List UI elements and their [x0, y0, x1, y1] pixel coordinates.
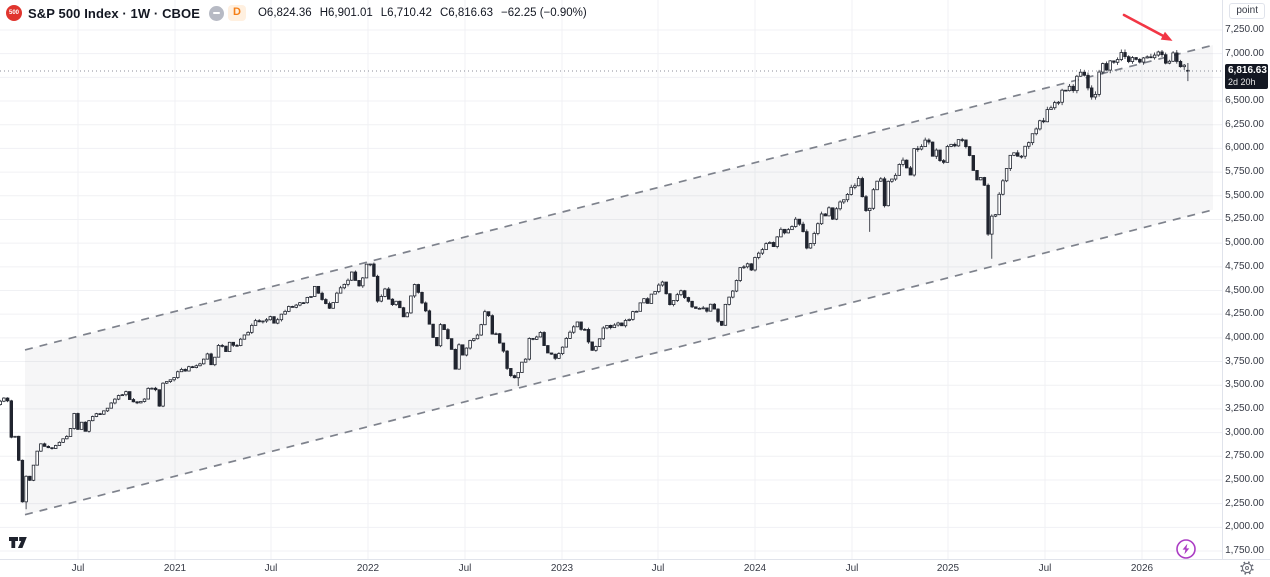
price-tick-label: 6,000.00 — [1225, 142, 1264, 154]
price-tick-label: 5,250.00 — [1225, 213, 1264, 225]
low-value: L6,710.42 — [380, 7, 432, 19]
price-tick-label: 2,500.00 — [1225, 473, 1264, 485]
current-price-label: 6,816.63 2d 20h — [1225, 63, 1268, 89]
time-axis-border — [0, 559, 1270, 560]
price-tick-label: 5,750.00 — [1225, 166, 1264, 178]
annotation-arrow[interactable] — [1122, 13, 1173, 41]
delayed-data-badge[interactable]: D — [228, 5, 246, 21]
time-tick-label: Jul — [71, 563, 85, 574]
price-axis-border — [1222, 0, 1223, 559]
time-tick-label: 2025 — [936, 563, 960, 574]
price-tick-label: 6,500.00 — [1225, 95, 1264, 107]
market-status-icon[interactable] — [209, 5, 225, 21]
price-tick-label: 5,500.00 — [1225, 189, 1264, 201]
trend-channel[interactable] — [24, 44, 1214, 516]
price-tick-label: 6,250.00 — [1225, 118, 1264, 130]
current-price-value: 6,816.63 — [1228, 64, 1267, 76]
price-tick-label: 4,500.00 — [1225, 284, 1264, 296]
price-tick-label: 2,750.00 — [1225, 450, 1264, 462]
close-value: C6,816.63 — [439, 7, 494, 19]
candles — [0, 49, 1190, 510]
symbol-title[interactable]: S&P 500 Index · 1W · CBOE — [28, 5, 201, 21]
time-tick-label: 2023 — [550, 563, 574, 574]
price-tick-label: 3,500.00 — [1225, 379, 1264, 391]
price-tick-label: 3,750.00 — [1225, 355, 1264, 367]
price-tick-label: 4,250.00 — [1225, 308, 1264, 320]
price-tick-label: 7,250.00 — [1225, 24, 1264, 35]
grid — [0, 0, 1222, 559]
time-tick-label: 2026 — [1130, 563, 1154, 574]
time-tick-label: Jul — [1038, 563, 1052, 574]
time-tick-label: Jul — [458, 563, 472, 574]
time-axis[interactable]: Jul 2021 Jul 2022 Jul 2023 Jul 2024 Jul 2025 Jul 20… — [0, 560, 1270, 577]
price-unit-label: point — [1229, 3, 1265, 19]
time-tick-label: Jul — [651, 563, 665, 574]
time-tick-label: 2021 — [163, 563, 187, 574]
ohlc-values: O6,824.36 H6,901.01 L6,710.42 C6,816.63 … — [258, 7, 587, 19]
price-tick-label: 4,750.00 — [1225, 260, 1264, 272]
price-tick-label: 7,000.00 — [1225, 47, 1264, 59]
time-tick-label: Jul — [264, 563, 278, 574]
bar-countdown: 2d 20h — [1228, 76, 1256, 87]
time-tick-label: Jul — [845, 563, 859, 574]
lightning-icon — [1176, 539, 1196, 559]
price-tick-label: 3,250.00 — [1225, 402, 1264, 414]
symbol-logo[interactable]: 500 — [6, 5, 22, 21]
price-tick-label: 5,000.00 — [1225, 237, 1264, 249]
price-tick-label: 1,750.00 — [1225, 545, 1264, 556]
gear-icon — [1240, 561, 1254, 575]
price-axis[interactable]: point 6,816.63 2d 20h 7,250.00 7,000.00 6,… — [1223, 0, 1270, 559]
minus-icon — [213, 12, 221, 14]
symbol-legend: 500 S&P 500 Index · 1W · CBOE D O6,824.3… — [6, 3, 587, 23]
price-tick-label: 2,250.00 — [1225, 497, 1264, 509]
time-tick-label: 2022 — [356, 563, 380, 574]
price-tick-label: 4,000.00 — [1225, 331, 1264, 343]
time-tick-label: 2024 — [743, 563, 767, 574]
change-value: −62.25 (−0.90%) — [501, 7, 587, 19]
price-tick-label: 2,000.00 — [1225, 521, 1264, 533]
high-value: H6,901.01 — [319, 7, 373, 19]
open-value: O6,824.36 — [257, 7, 312, 19]
tradingview-logo-icon — [9, 537, 27, 548]
price-tick-label: 3,000.00 — [1225, 426, 1264, 438]
